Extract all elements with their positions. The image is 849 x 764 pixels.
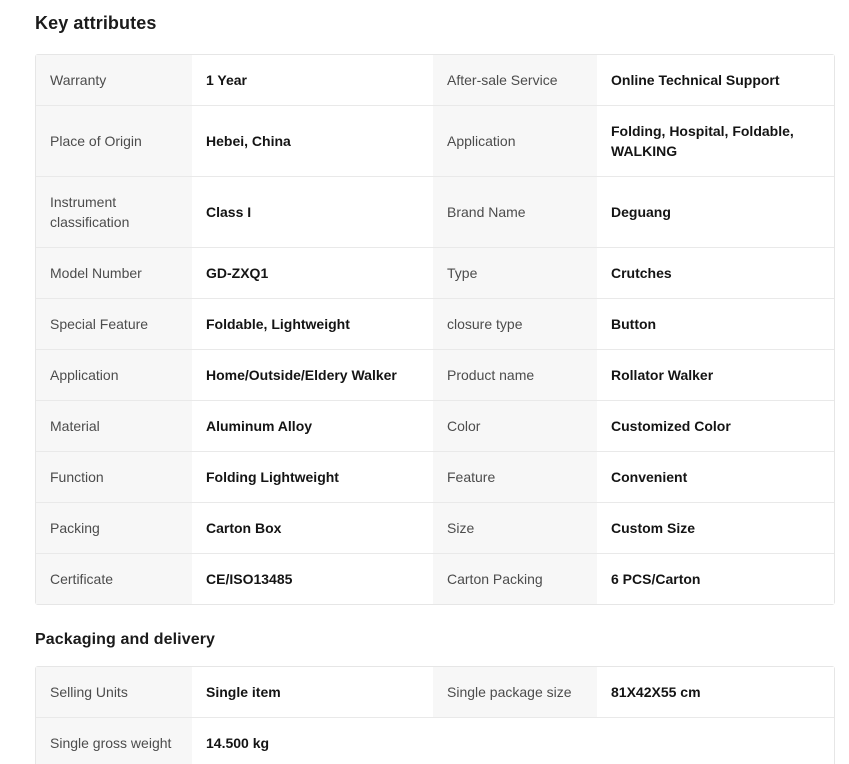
attribute-label: Application bbox=[433, 105, 597, 176]
attribute-label: Model Number bbox=[36, 247, 192, 298]
attribute-label: Packing bbox=[36, 502, 192, 553]
table-row: Instrument classification Class I Brand … bbox=[36, 176, 834, 247]
attribute-value: Single item bbox=[192, 667, 433, 717]
attribute-label: Material bbox=[36, 400, 192, 451]
attribute-label: Brand Name bbox=[433, 176, 597, 247]
attribute-value: Crutches bbox=[597, 247, 834, 298]
attribute-label: Place of Origin bbox=[36, 105, 192, 176]
attribute-label: Single gross weight bbox=[36, 717, 192, 764]
table-row: Certificate CE/ISO13485 Carton Packing 6… bbox=[36, 553, 834, 604]
attribute-value: Carton Box bbox=[192, 502, 433, 553]
table-row: Function Folding Lightweight Feature Con… bbox=[36, 451, 834, 502]
attribute-label: closure type bbox=[433, 298, 597, 349]
attribute-value: GD-ZXQ1 bbox=[192, 247, 433, 298]
attribute-value: Button bbox=[597, 298, 834, 349]
table-row: Packing Carton Box Size Custom Size bbox=[36, 502, 834, 553]
attribute-label: Type bbox=[433, 247, 597, 298]
attribute-value: Customized Color bbox=[597, 400, 834, 451]
attribute-value: Home/Outside/Eldery Walker bbox=[192, 349, 433, 400]
attribute-label: Function bbox=[36, 451, 192, 502]
attribute-value: 6 PCS/Carton bbox=[597, 553, 834, 604]
attribute-label: Color bbox=[433, 400, 597, 451]
table-row: Special Feature Foldable, Lightweight cl… bbox=[36, 298, 834, 349]
attribute-value: Foldable, Lightweight bbox=[192, 298, 433, 349]
attribute-value: Folding, Hospital, Foldable, WALKING bbox=[597, 105, 834, 176]
attribute-value: CE/ISO13485 bbox=[192, 553, 433, 604]
attribute-value: Rollator Walker bbox=[597, 349, 834, 400]
attribute-value: Custom Size bbox=[597, 502, 834, 553]
table-row: Selling Units Single item Single package… bbox=[36, 667, 834, 717]
attribute-label: Product name bbox=[433, 349, 597, 400]
attribute-value: Aluminum Alloy bbox=[192, 400, 433, 451]
attribute-label: Certificate bbox=[36, 553, 192, 604]
table-row: Place of Origin Hebei, China Application… bbox=[36, 105, 834, 176]
attribute-value: Online Technical Support bbox=[597, 55, 834, 105]
attribute-value: 14.500 kg bbox=[192, 717, 834, 764]
packaging-delivery-table: Selling Units Single item Single package… bbox=[35, 666, 835, 764]
attribute-label: Instrument classification bbox=[36, 176, 192, 247]
key-attributes-title: Key attributes bbox=[35, 13, 157, 33]
attribute-label: After-sale Service bbox=[433, 55, 597, 105]
attribute-label: Carton Packing bbox=[433, 553, 597, 604]
attribute-label: Special Feature bbox=[36, 298, 192, 349]
attribute-value: Hebei, China bbox=[192, 105, 433, 176]
attribute-label: Feature bbox=[433, 451, 597, 502]
attribute-label: Warranty bbox=[36, 55, 192, 105]
attribute-value: Convenient bbox=[597, 451, 834, 502]
attribute-label: Selling Units bbox=[36, 667, 192, 717]
packaging-delivery-title: Packaging and delivery bbox=[35, 631, 216, 648]
attribute-label: Single package size bbox=[433, 667, 597, 717]
attribute-value: Deguang bbox=[597, 176, 834, 247]
attribute-value: Class I bbox=[192, 176, 433, 247]
table-row: Material Aluminum Alloy Color Customized… bbox=[36, 400, 834, 451]
table-row: Application Home/Outside/Eldery Walker P… bbox=[36, 349, 834, 400]
attribute-label: Application bbox=[36, 349, 192, 400]
table-row: Single gross weight 14.500 kg bbox=[36, 717, 834, 764]
table-row: Warranty 1 Year After-sale Service Onlin… bbox=[36, 55, 834, 105]
attribute-value: 81X42X55 cm bbox=[597, 667, 834, 717]
attribute-label: Size bbox=[433, 502, 597, 553]
key-attributes-table: Warranty 1 Year After-sale Service Onlin… bbox=[35, 54, 835, 605]
attribute-value: Folding Lightweight bbox=[192, 451, 433, 502]
attribute-value: 1 Year bbox=[192, 55, 433, 105]
table-row: Model Number GD-ZXQ1 Type Crutches bbox=[36, 247, 834, 298]
